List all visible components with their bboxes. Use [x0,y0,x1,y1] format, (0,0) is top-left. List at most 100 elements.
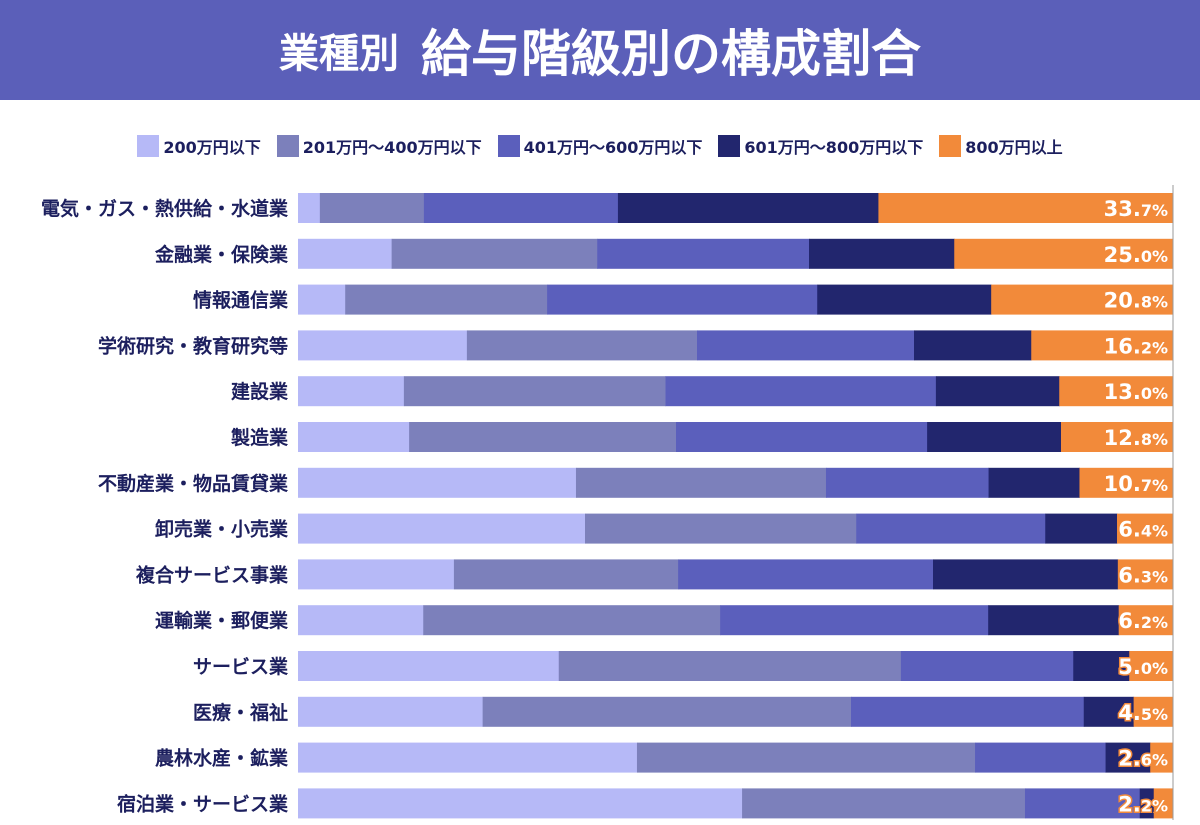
bar-segment [298,513,586,544]
bar-segment [1031,330,1174,361]
bar-segment [482,696,852,727]
legend-label: 201万円～400万円以下 [302,138,482,157]
data-label: 20.8% [1104,289,1168,313]
legend-swatch [718,135,741,157]
bar-segment [933,559,1119,590]
bar-segment [697,330,915,361]
bar-segment [391,238,598,269]
category-label: 金融業・保険業 [154,243,289,266]
bar-segment [988,467,1080,498]
bar-segment [851,696,1085,727]
category-label: 運輸業・郵便業 [155,609,289,632]
data-label: 6.3% [1118,563,1168,587]
bar-segment [1133,696,1174,727]
legend-item: 800万円以上 [939,134,1063,158]
legend-swatch [497,135,520,157]
bar-segment [1117,513,1174,544]
bar-segment [1083,696,1135,727]
bar-segment [575,467,827,498]
bar-segment [665,376,937,407]
category-label: 学術研究・教育研究等 [98,334,288,357]
bar-segment [298,193,321,223]
bar-segment [298,422,410,452]
data-label: 12.8% [1104,426,1168,450]
category-label: 製造業 [230,426,289,449]
bar-segment [1129,651,1174,681]
bar-segment [1139,788,1155,819]
bar-segment [742,788,1026,819]
title-main: 給与階級別の構成割合 [421,25,921,83]
bar-segment [900,651,1074,681]
legend-label: 601万円～800万円以下 [744,138,924,157]
legend-swatch [276,135,299,157]
bar-segment [547,284,818,315]
bar-segment [1117,559,1174,590]
data-label: 16.2% [1104,334,1168,358]
bar-segment [403,376,666,407]
bar-segment [298,605,424,636]
data-label: 5.0% [1118,655,1168,679]
bar-segment [927,422,1062,452]
bar-segment [1024,788,1141,819]
bar-segment [991,284,1174,315]
bar-segment [298,238,393,269]
data-label: 25.0% [1104,243,1168,267]
category-label: 宿泊業・サービス業 [117,792,289,815]
bar-segment [466,330,698,361]
legend-item: 601万円～800万円以下 [718,134,923,158]
bar-segment [345,284,548,315]
bar-segment [298,376,405,407]
bar-segment [1059,376,1174,407]
bar-segment [298,559,455,590]
bar-segment [298,284,346,315]
category-label: 不動産業・物品賃貸業 [98,472,289,495]
legend-label: 800万円以上 [965,138,1063,157]
legend-item: 201万円～400万円以下 [276,134,482,158]
legend-label: 200万円以下 [163,138,261,157]
bar-segment [298,696,484,727]
legend-item: 200万円以下 [137,134,261,158]
bar-segment [678,559,934,590]
category-label: 農林水産・鉱業 [155,747,289,770]
data-label: 2.2% [1118,792,1168,816]
bar-segment [954,238,1174,269]
bar-segment [558,651,902,681]
bar-segment [676,422,928,452]
bar-segment [423,193,619,223]
bar-segment [720,605,989,636]
bar-segment [298,330,468,361]
legend-label: 401万円～600万円以下 [523,138,703,157]
category-label: 卸売業・小売業 [155,518,289,541]
bar-segment [988,605,1120,636]
bar-segment [878,193,1174,223]
bar-segment [1118,605,1174,636]
bar-segment [1079,467,1174,498]
bar-segment [298,467,577,498]
bar-segment [585,513,857,544]
bar-segment [1105,742,1151,773]
bar-segment [856,513,1046,544]
bar-segment [825,467,990,498]
bar-segment [453,559,679,590]
bar-segment [617,193,879,223]
bar-segment [319,193,425,223]
bar-segment [809,238,955,269]
data-label: 13.0% [1104,380,1168,404]
bar-segment [298,742,638,773]
bar-segment [975,742,1107,773]
bar-segment [409,422,677,452]
title-banner: 業種別 給与階級別の構成割合 [0,0,1200,100]
data-label: 2.6% [1118,747,1168,771]
bar-segment [1045,513,1118,544]
data-label: 6.4% [1118,518,1168,542]
legend-item: 401万円～600万円以下 [497,134,703,158]
bar-segment [597,238,810,269]
data-label: 4.5% [1118,701,1168,725]
bar-segment [817,284,992,315]
bar-segment [636,742,976,773]
bar-segment [423,605,721,636]
bar-segment [935,376,1060,407]
data-label: 33.7% [1104,197,1168,221]
legend-swatch [137,135,160,157]
data-label: 10.7% [1104,472,1168,496]
